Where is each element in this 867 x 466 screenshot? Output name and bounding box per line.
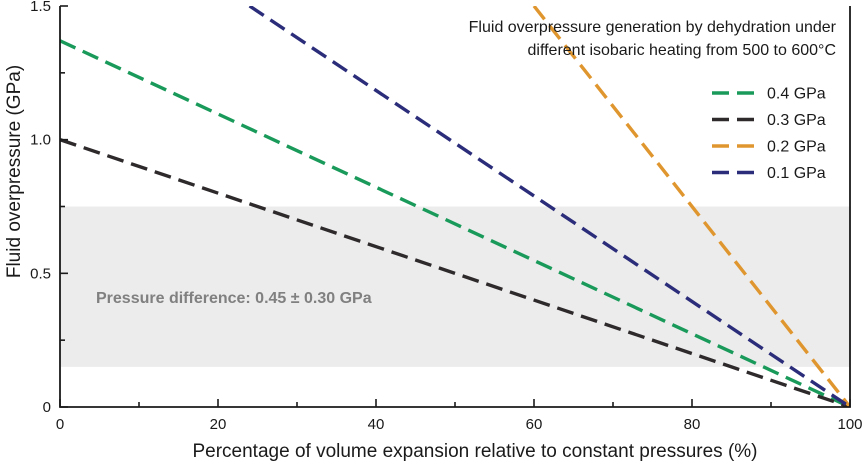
chart-subtitle: different isobaric heating from 500 to 6… xyxy=(527,42,836,59)
ticks-layer: 0 20 40 60 80 100 0 0.5 1.0 1.5 xyxy=(30,0,862,433)
band-label: Pressure difference: 0.45 ± 0.30 GPa xyxy=(96,290,372,307)
y-tick-label: 0.5 xyxy=(30,265,51,282)
y-axis-label: Fluid overpressure (GPa) xyxy=(4,65,25,278)
legend-label: 0.2 GPa xyxy=(767,139,826,156)
legend-label: 0.3 GPa xyxy=(767,112,826,129)
y-tick-label: 1.0 xyxy=(30,132,51,149)
series-line-0.2-gpa xyxy=(532,6,850,407)
pressure-difference-band xyxy=(60,206,850,367)
legend-label: 0.1 GPa xyxy=(767,165,826,182)
y-tick-label: 0 xyxy=(43,399,51,416)
legend: 0.4 GPa 0.3 GPa 0.2 GPa 0.1 GPa xyxy=(712,86,826,182)
x-tick-label: 80 xyxy=(684,416,701,433)
x-tick-label: 40 xyxy=(368,416,385,433)
legend-label: 0.4 GPa xyxy=(767,86,826,103)
x-tick-label: 60 xyxy=(526,416,543,433)
x-axis-label: Percentage of volume expansion relative … xyxy=(192,441,757,462)
series-line-0.4-gpa xyxy=(60,39,850,407)
x-tick-label: 20 xyxy=(210,416,227,433)
x-tick-label: 0 xyxy=(56,416,64,433)
series-line-0.1-gpa xyxy=(248,6,850,407)
chart-title: Fluid overpressure generation by dehydra… xyxy=(469,19,837,36)
series-layer xyxy=(60,6,850,407)
y-tick-label: 1.5 xyxy=(30,0,51,15)
series-line-0.3-gpa xyxy=(60,138,850,407)
x-tick-label: 100 xyxy=(837,416,862,433)
